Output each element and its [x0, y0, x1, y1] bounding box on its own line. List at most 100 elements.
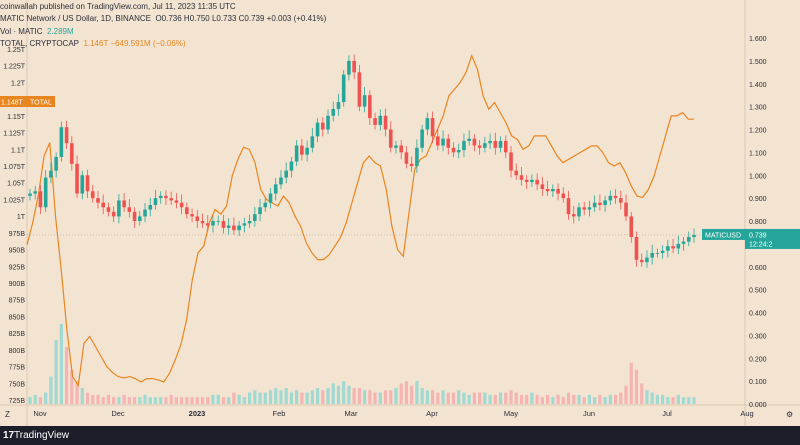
candle-body — [43, 177, 48, 208]
volume-bar — [169, 394, 173, 404]
candle-body — [498, 140, 503, 148]
volume-bar — [472, 392, 477, 404]
candle-body — [195, 216, 200, 221]
volume-bar — [132, 397, 137, 404]
candle-body — [117, 200, 121, 217]
candle-body — [205, 223, 210, 226]
volume-bar — [556, 394, 560, 404]
volume-bar — [619, 392, 623, 404]
candle-body — [273, 184, 278, 194]
candle-body — [598, 202, 602, 205]
zoom-reset-icon[interactable]: Z — [5, 410, 10, 419]
volume-bar — [127, 397, 131, 404]
volume-bar — [64, 346, 69, 404]
published-line: coinwallah published on TradingView.com,… — [0, 2, 236, 11]
right-tick-label: 0.000 — [749, 402, 767, 409]
right-tick-label: 1.500 — [749, 59, 767, 66]
volume-bar — [483, 392, 487, 404]
volume-bar — [394, 387, 398, 404]
symbol-title: MATIC Network / US Dollar, 1D, BINANCE — [0, 14, 151, 23]
candle-body — [38, 191, 43, 208]
volume-bar — [106, 394, 111, 404]
right-tick-label: 1.300 — [749, 105, 767, 112]
left-tick-label: 1.25T — [7, 47, 26, 54]
candle-body — [535, 179, 539, 185]
candle-body — [190, 214, 194, 217]
candle-body — [33, 191, 38, 194]
candle-body — [619, 198, 623, 203]
volume-bar — [180, 397, 184, 404]
candle-body — [608, 195, 613, 201]
volume-bar — [28, 397, 32, 404]
candle-body — [483, 143, 487, 148]
volume-bar — [216, 394, 220, 404]
candle-body — [148, 204, 153, 210]
candle-body — [268, 193, 273, 203]
volume-bar — [661, 394, 665, 404]
volume-bar — [650, 392, 654, 404]
candle-body — [242, 223, 247, 226]
volume-bar — [546, 394, 550, 404]
volume-bar — [85, 392, 90, 404]
volume-bar — [96, 394, 100, 404]
candle-body — [462, 140, 466, 151]
volume-bar — [336, 385, 341, 404]
volume-bar — [315, 387, 320, 404]
volume-bar — [232, 392, 236, 404]
volume-label: Vol · MATIC — [0, 27, 43, 36]
total-name-tag-label: TOTAL — [30, 100, 52, 107]
candle-body — [54, 156, 58, 171]
volume-bar — [91, 394, 95, 404]
candle-body — [106, 207, 111, 212]
candle-body — [64, 127, 69, 144]
x-tick-label: 2023 — [189, 409, 206, 418]
volume-bar — [242, 397, 246, 404]
volume-bar — [587, 394, 592, 404]
volume-bar — [70, 369, 74, 404]
volume-bar — [247, 392, 252, 404]
right-tick-label: 0.600 — [749, 265, 767, 272]
volume-bar — [535, 394, 539, 404]
volume-bar — [378, 392, 382, 404]
candle-body — [294, 145, 299, 162]
volume-bar — [415, 381, 419, 404]
candle-body — [383, 115, 388, 130]
candle-body — [603, 200, 607, 205]
candle-body — [577, 207, 581, 217]
volume-bar — [519, 394, 524, 404]
candle-body — [446, 138, 451, 148]
candle-body — [509, 152, 513, 171]
candle-body — [378, 115, 383, 125]
candle-body — [96, 198, 100, 203]
left-tick-label: 825B — [9, 331, 26, 338]
candle-body — [101, 202, 105, 208]
volume-bar — [629, 362, 633, 404]
candle-body — [681, 241, 686, 244]
candle-body — [514, 170, 519, 176]
left-tick-label: 975B — [9, 231, 26, 238]
gear-icon[interactable]: ⚙ — [786, 410, 794, 419]
candle-body — [362, 95, 367, 107]
volume-bar — [457, 390, 461, 404]
footer-brand: TradingView — [14, 430, 70, 441]
candle-body — [556, 188, 560, 194]
candle-body — [503, 140, 508, 153]
volume-bar — [608, 394, 612, 404]
candle-body — [388, 129, 393, 148]
candle-body — [551, 188, 555, 192]
candle-body — [174, 200, 179, 203]
volume-bar — [44, 392, 48, 404]
volume-bar — [383, 390, 388, 404]
candle-body — [545, 188, 550, 192]
candle-body — [153, 198, 158, 205]
volume-bar — [331, 383, 335, 404]
candle-body — [232, 225, 236, 231]
volume-bar — [148, 397, 152, 404]
candle-body — [300, 145, 304, 155]
left-tick-label: 1.025T — [3, 197, 26, 204]
candle-body — [488, 140, 492, 144]
matic-name-tag-label: MATICUSD — [705, 232, 741, 239]
volume-bar — [289, 392, 294, 404]
candle-body — [331, 108, 336, 116]
